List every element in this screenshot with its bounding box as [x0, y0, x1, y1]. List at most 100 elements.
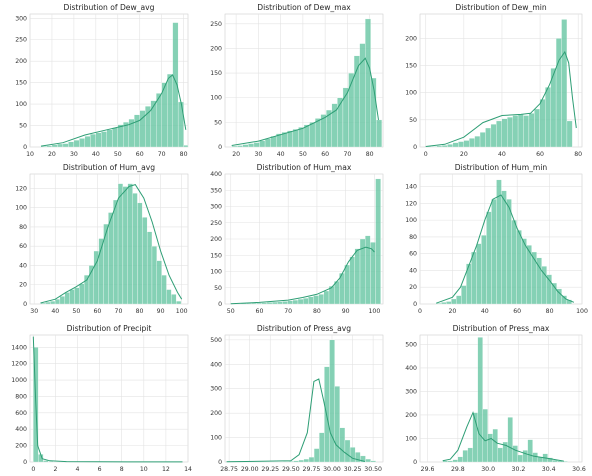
x-tick-label: 50	[114, 151, 122, 158]
histogram-bar	[259, 140, 266, 148]
histogram-bar	[151, 246, 157, 305]
histogram-bar	[501, 190, 507, 305]
x-tick-label: 60	[136, 151, 144, 158]
y-tick-label: 60	[19, 243, 27, 250]
x-tick-label: 28.75	[220, 466, 238, 473]
subplot-title: Distribution of Dew_max	[257, 3, 351, 12]
histogram-bar	[51, 144, 58, 148]
histogram-bar	[441, 145, 448, 148]
y-tick-label: 300	[210, 204, 222, 211]
histogram-bar	[176, 300, 182, 305]
y-tick-label: 20	[409, 284, 417, 291]
x-tick-label: 60	[513, 308, 521, 315]
histogram-bar	[482, 408, 488, 463]
y-tick-label: 20	[19, 282, 27, 289]
histogram-bar	[117, 183, 124, 305]
subplot-title: Distribution of Hum_avg	[63, 163, 155, 172]
histogram-bar	[69, 289, 75, 305]
histogram-bar	[83, 274, 90, 305]
x-tick-label: 80	[180, 151, 188, 158]
subplot-4: 0 20 40 60 80 100 120 30 40 50 60 70 80 90 100 Distribu…	[15, 163, 189, 315]
histogram-bar	[166, 289, 172, 305]
histogram-bar	[496, 120, 502, 148]
histogram-bar	[441, 302, 447, 305]
histogram-bar	[491, 199, 497, 305]
y-tick-label: 0	[23, 459, 27, 466]
x-tick-label: 80	[574, 151, 582, 158]
histogram-bar	[511, 219, 517, 305]
histogram-bar	[108, 212, 114, 305]
y-tick-label: 100	[210, 269, 222, 276]
histogram-bar	[161, 274, 167, 305]
histogram-bar	[469, 138, 475, 148]
y-tick-label: 200	[15, 443, 27, 450]
histogram-bar	[266, 302, 273, 305]
y-tick-label: 140	[405, 184, 417, 191]
histogram-bar	[471, 251, 477, 305]
histogram-bar	[436, 145, 443, 148]
histogram-bar	[298, 127, 305, 148]
x-tick-label: 80	[546, 308, 554, 315]
histogram-bar	[287, 130, 294, 148]
histogram-bar	[501, 118, 508, 148]
x-tick-label: 29.00	[241, 466, 259, 473]
histogram-bar	[349, 447, 356, 463]
subplot-title: Distribution of Dew_min	[455, 3, 546, 12]
histogram-bar	[308, 296, 314, 305]
histogram-bar	[231, 145, 238, 148]
histogram-bar	[297, 298, 304, 305]
histogram-bar	[430, 146, 437, 148]
x-tick-label: 2	[53, 466, 57, 473]
y-tick-label: 0	[413, 301, 417, 308]
x-tick-label: 30	[70, 151, 78, 158]
y-tick-label: 100	[210, 95, 222, 102]
x-tick-label: 70	[158, 151, 166, 158]
histogram-bar	[481, 235, 487, 305]
x-tick-label: 60	[536, 151, 544, 158]
y-tick-label: 80	[409, 234, 417, 241]
histogram-bar	[334, 281, 340, 305]
histogram-bar	[95, 132, 102, 148]
histogram-bar	[532, 452, 538, 463]
x-tick-label: 20	[448, 308, 456, 315]
histogram-bar	[467, 447, 473, 463]
histogram-bar	[337, 97, 344, 148]
histogram-bar	[271, 301, 278, 305]
histogram-bar	[313, 448, 320, 463]
histogram-bar	[512, 115, 519, 148]
histogram-bar	[62, 143, 69, 148]
y-tick-label: 0	[413, 144, 417, 151]
histogram-bar	[344, 439, 351, 463]
subplot-title: Distribution of Hum_min	[455, 163, 548, 172]
histogram-bar	[457, 456, 463, 463]
x-tick-label: 29.8	[451, 466, 465, 473]
y-tick-label: 200	[405, 35, 417, 42]
histogram-bar	[50, 300, 56, 305]
y-tick-label: 120	[15, 185, 27, 192]
histogram-bar	[365, 458, 371, 463]
histogram-bar	[539, 99, 546, 148]
y-tick-label: 600	[15, 410, 27, 417]
histogram-bar	[261, 302, 268, 305]
y-tick-label: 150	[210, 70, 222, 77]
histogram-bar	[517, 114, 524, 148]
y-tick-label: 0	[218, 301, 222, 308]
histogram-bar	[73, 139, 80, 148]
histogram-bar	[127, 183, 133, 305]
histogram-bar	[512, 445, 518, 463]
x-tick-label: 40	[92, 151, 100, 158]
histogram-bar	[264, 138, 271, 148]
histogram-bar	[446, 301, 452, 305]
x-tick-label: 40	[498, 151, 506, 158]
histogram-bar	[302, 297, 309, 305]
histogram-bar	[517, 454, 523, 463]
subplot-1: 0 50 100 150 200 250 300 10 20 30 40 50 60 70 80 Distri…	[15, 3, 189, 158]
histogram-bar	[293, 460, 299, 463]
y-tick-label: 200	[405, 412, 417, 419]
histogram-bar	[561, 19, 568, 148]
histogram-bar	[562, 461, 568, 463]
y-tick-label: 400	[210, 171, 222, 178]
y-tick-label: 80	[19, 224, 27, 231]
y-tick-label: 250	[210, 21, 222, 28]
subplot-9: 0 100 200 300 400 500 29.6 29.8 30.0 30.2 30.4 30.6…	[405, 324, 586, 473]
